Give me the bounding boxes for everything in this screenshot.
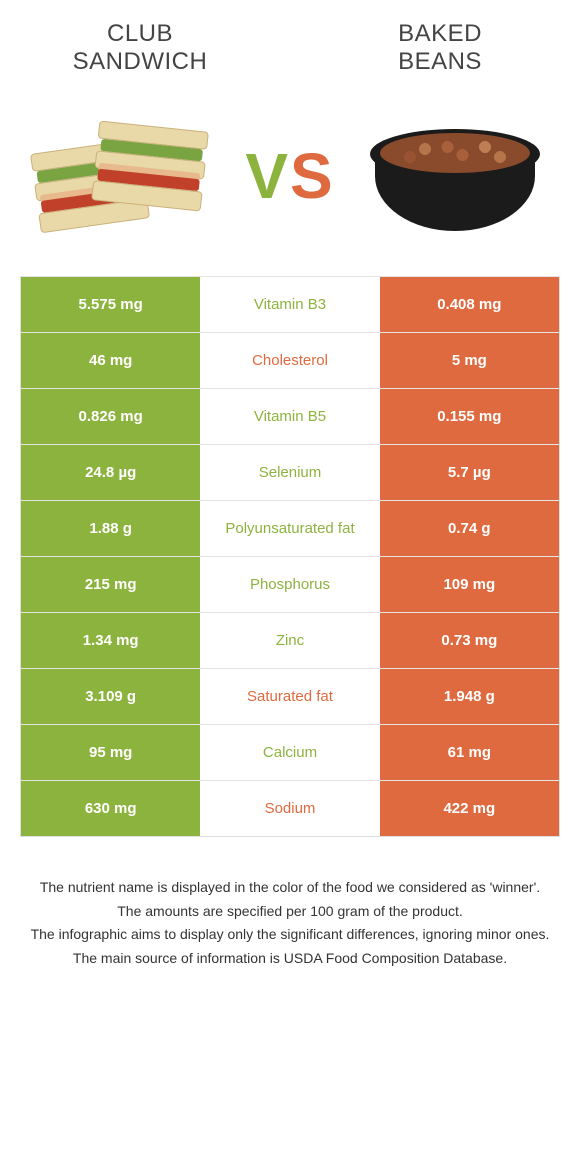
left-title-line2: SANDWICH xyxy=(40,48,240,76)
right-value-cell: 5 mg xyxy=(380,333,559,388)
nutrient-name-cell: Selenium xyxy=(200,445,379,500)
left-value-cell: 1.88 g xyxy=(21,501,200,556)
right-value-cell: 0.155 mg xyxy=(380,389,559,444)
infographic-container: CLUB SANDWICH BAKED BEANS xyxy=(10,0,570,970)
right-title-line2: BEANS xyxy=(340,48,540,76)
right-title-line1: BAKED xyxy=(340,20,540,48)
baked-beans-image xyxy=(360,106,550,246)
left-value-cell: 1.34 mg xyxy=(21,613,200,668)
table-row: 630 mgSodium422 mg xyxy=(21,780,559,836)
right-value-cell: 109 mg xyxy=(380,557,559,612)
table-row: 3.109 gSaturated fat1.948 g xyxy=(21,668,559,724)
table-row: 215 mgPhosphorus109 mg xyxy=(21,556,559,612)
nutrient-name-cell: Saturated fat xyxy=(200,669,379,724)
left-value-cell: 215 mg xyxy=(21,557,200,612)
right-value-cell: 61 mg xyxy=(380,725,559,780)
right-value-cell: 0.74 g xyxy=(380,501,559,556)
hero-row: VS xyxy=(10,86,570,276)
right-value-cell: 0.73 mg xyxy=(380,613,559,668)
nutrient-name-cell: Calcium xyxy=(200,725,379,780)
vs-v-letter: V xyxy=(245,140,290,212)
footnotes: The nutrient name is displayed in the co… xyxy=(30,877,550,970)
right-value-cell: 1.948 g xyxy=(380,669,559,724)
nutrient-name-cell: Sodium xyxy=(200,781,379,836)
table-row: 95 mgCalcium61 mg xyxy=(21,724,559,780)
left-value-cell: 24.8 µg xyxy=(21,445,200,500)
vs-s-letter: S xyxy=(290,140,335,212)
club-sandwich-image xyxy=(30,106,220,246)
left-value-cell: 46 mg xyxy=(21,333,200,388)
left-value-cell: 630 mg xyxy=(21,781,200,836)
left-value-cell: 95 mg xyxy=(21,725,200,780)
footnote-3: The infographic aims to display only the… xyxy=(30,924,550,946)
left-value-cell: 0.826 mg xyxy=(21,389,200,444)
right-value-cell: 0.408 mg xyxy=(380,277,559,332)
right-food-title: BAKED BEANS xyxy=(340,20,540,76)
table-row: 1.88 gPolyunsaturated fat0.74 g xyxy=(21,500,559,556)
table-row: 0.826 mgVitamin B50.155 mg xyxy=(21,388,559,444)
left-value-cell: 5.575 mg xyxy=(21,277,200,332)
nutrient-name-cell: Polyunsaturated fat xyxy=(200,501,379,556)
footnote-2: The amounts are specified per 100 gram o… xyxy=(30,901,550,923)
table-row: 46 mgCholesterol5 mg xyxy=(21,332,559,388)
footnote-4: The main source of information is USDA F… xyxy=(30,948,550,970)
title-row: CLUB SANDWICH BAKED BEANS xyxy=(10,20,570,86)
footnote-1: The nutrient name is displayed in the co… xyxy=(30,877,550,899)
nutrient-name-cell: Vitamin B3 xyxy=(200,277,379,332)
table-row: 24.8 µgSelenium5.7 µg xyxy=(21,444,559,500)
nutrient-name-cell: Cholesterol xyxy=(200,333,379,388)
nutrient-name-cell: Zinc xyxy=(200,613,379,668)
comparison-table: 5.575 mgVitamin B30.408 mg46 mgCholester… xyxy=(20,276,560,837)
nutrient-name-cell: Vitamin B5 xyxy=(200,389,379,444)
right-value-cell: 5.7 µg xyxy=(380,445,559,500)
left-title-line1: CLUB xyxy=(40,20,240,48)
vs-label: VS xyxy=(245,139,334,213)
nutrient-name-cell: Phosphorus xyxy=(200,557,379,612)
left-food-title: CLUB SANDWICH xyxy=(40,20,240,76)
table-row: 5.575 mgVitamin B30.408 mg xyxy=(21,276,559,332)
sandwich-icon xyxy=(35,116,215,236)
table-row: 1.34 mgZinc0.73 mg xyxy=(21,612,559,668)
left-value-cell: 3.109 g xyxy=(21,669,200,724)
beans-bowl-icon xyxy=(370,111,540,241)
right-value-cell: 422 mg xyxy=(380,781,559,836)
